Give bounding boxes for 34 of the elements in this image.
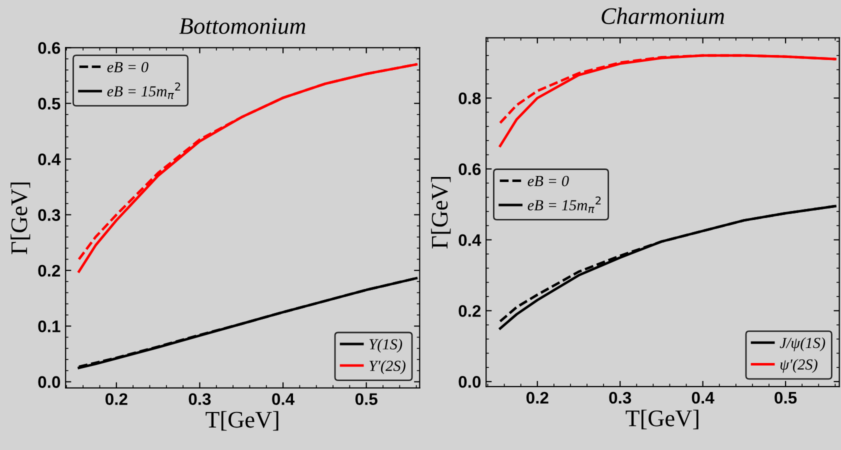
y-tick-label: 0.5 — [38, 98, 60, 110]
annotation: eB = 15m$_{π}$$^{2}$ — [107, 82, 180, 100]
x-axis-title: T[GeV] — [626, 410, 698, 430]
annotation: eB = 0 — [528, 176, 569, 186]
legend-label: Υ′(2S) — [369, 360, 406, 374]
x-tick-label: 0.5 — [774, 392, 797, 404]
y-tick-label: 0.2 — [38, 264, 60, 277]
y-tick-label: 0.3 — [38, 209, 60, 221]
y-tick-label: 0.2 — [458, 305, 481, 317]
chart-title: Charmonium — [602, 8, 724, 24]
x-tick-label: 0.2 — [526, 392, 548, 404]
y-tick-label: 0.4 — [38, 153, 61, 166]
y-tick-label: 0.4 — [458, 234, 482, 246]
legend-label: J/ψ(1S) — [780, 337, 826, 352]
annotation: eB = 15m$_{π}$$^{2}$ — [528, 196, 601, 213]
x-tick-label: 0.4 — [272, 393, 295, 406]
y-tick-label: 0.6 — [458, 163, 481, 176]
y-tick-label: 0.1 — [38, 320, 60, 332]
y-tick-label: 0.0 — [38, 376, 60, 388]
y-axis-title: Γ[GeV] — [10, 182, 30, 254]
x-tick-label: 0.5 — [355, 393, 378, 406]
legend-label: ψ′(2S) — [780, 358, 818, 373]
annotation: eB = 0 — [107, 62, 148, 72]
x-tick-label: 0.4 — [692, 392, 714, 404]
legend-label: Υ(1S) — [369, 338, 402, 353]
y-tick-label: 0.0 — [458, 376, 481, 388]
x-tick-label: 0.3 — [609, 392, 632, 404]
y-tick-label: 0.8 — [458, 92, 481, 104]
y-axis-title: Γ[GeV] — [431, 176, 451, 248]
chart-title: Bottomonium — [179, 18, 306, 34]
y-tick-label: 0.6 — [38, 42, 60, 54]
x-axis-title: T[GeV] — [206, 411, 278, 431]
x-tick-label: 0.2 — [105, 393, 128, 406]
x-tick-label: 0.3 — [188, 393, 211, 406]
